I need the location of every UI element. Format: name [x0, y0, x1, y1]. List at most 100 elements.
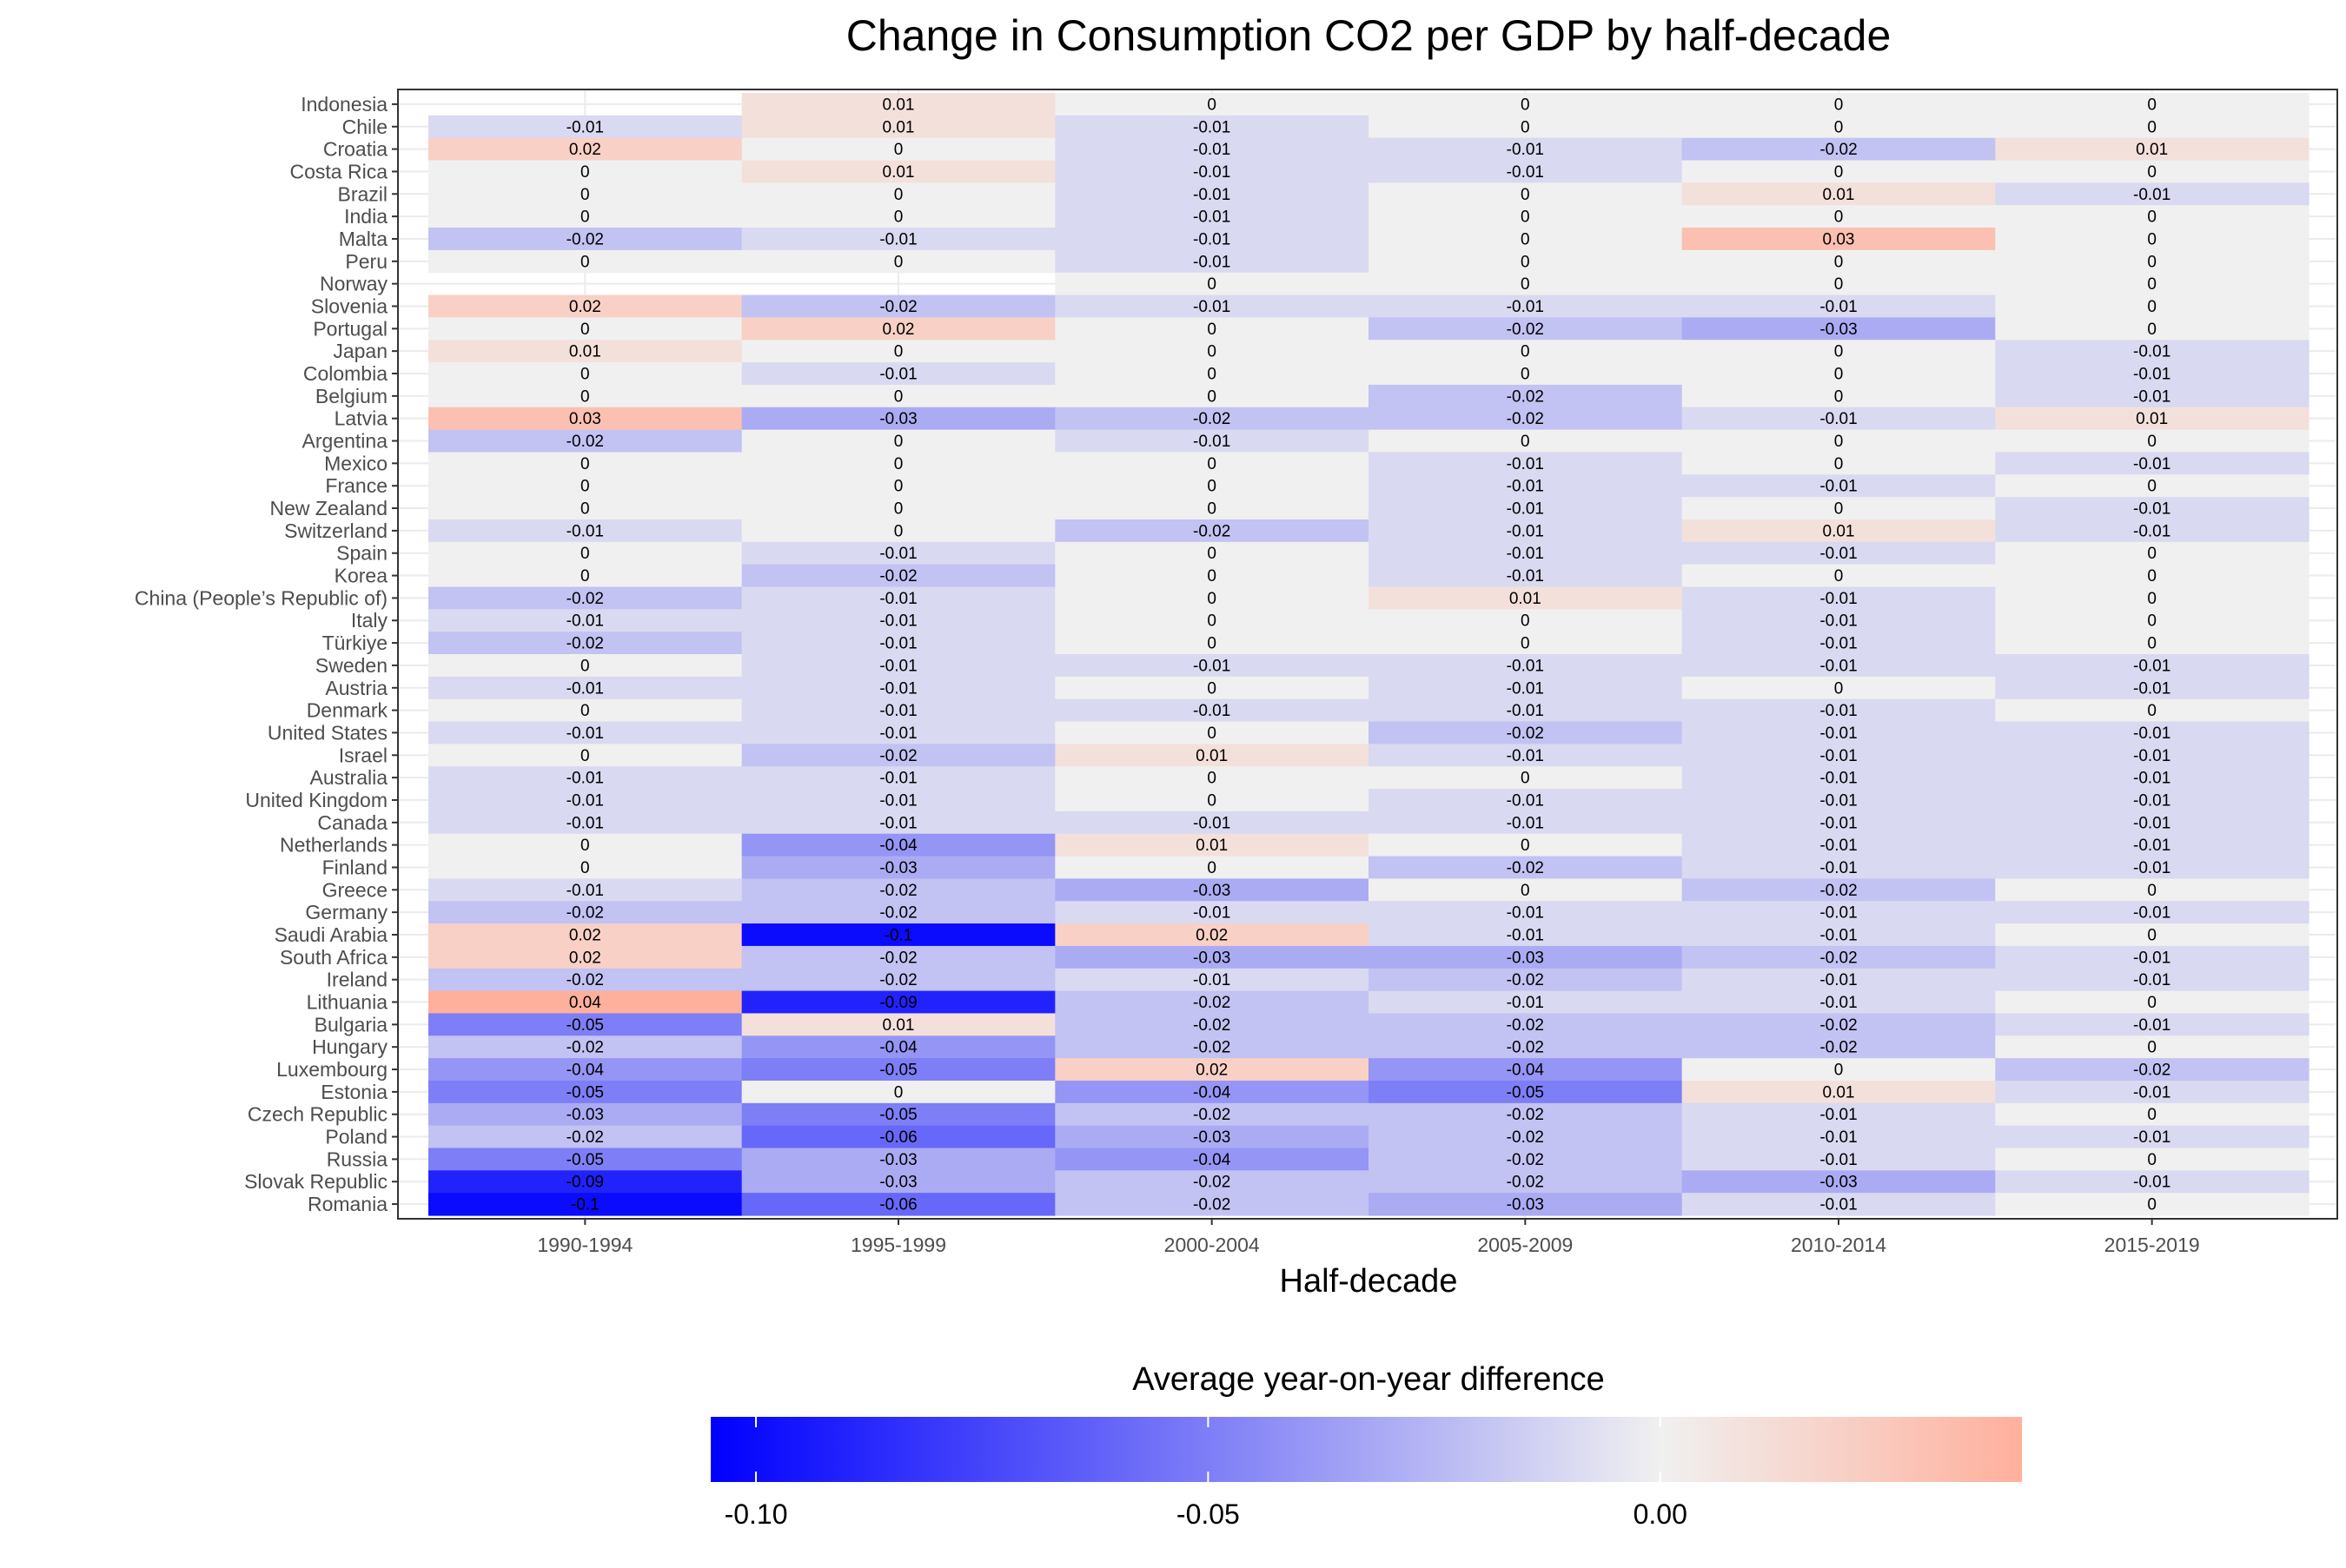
cell-value-label: -0.02	[1193, 1016, 1230, 1035]
cell-value-label: -0.01	[879, 612, 917, 631]
cell-value-label: -0.01	[879, 702, 917, 720]
heatmap-cell	[741, 205, 1056, 228]
heatmap-cell	[1681, 294, 1996, 318]
heatmap-cell	[1995, 878, 2310, 902]
cell-value-label: -0.02	[567, 230, 604, 248]
heatmap-cell	[1055, 1035, 1369, 1059]
heatmap-cell	[1681, 160, 1996, 183]
cell-value-label: 0	[1834, 1062, 1844, 1080]
heatmap-cell	[428, 654, 743, 678]
heatmap-cell	[1368, 1035, 1683, 1059]
heatmap-cell	[1368, 676, 1683, 700]
heatmap-cell	[741, 497, 1056, 520]
heatmap-cell	[428, 160, 743, 183]
heatmap-cell	[1368, 901, 1683, 924]
cell-value-label: 0	[580, 567, 590, 586]
cell-value-label: 0	[580, 837, 590, 855]
cell-value-label: -0.02	[1193, 410, 1230, 428]
heatmap-cell	[1995, 160, 2310, 183]
heatmap-cell	[1055, 1080, 1369, 1104]
heatmap-cell	[1681, 452, 1996, 475]
cell-value-label: -0.01	[1819, 724, 1857, 743]
x-tick-label: 1990-1994	[537, 1234, 633, 1256]
cell-value-label: 0.01	[1823, 522, 1855, 540]
heatmap-cell	[428, 1148, 743, 1171]
cell-value-label: 0	[1521, 118, 1530, 136]
cell-value-label: 0	[2147, 1196, 2157, 1214]
cell-value-label: 0	[1207, 387, 1216, 406]
heatmap-cell	[741, 384, 1056, 408]
cell-value-label: 0	[1834, 500, 1844, 519]
heatmap-cell	[741, 744, 1056, 767]
cell-value-label: -0.01	[1819, 298, 1857, 316]
cell-value-label: -0.01	[1193, 118, 1230, 136]
heatmap-cell	[741, 407, 1056, 431]
x-tick-label: 2000-2004	[1164, 1234, 1260, 1256]
heatmap-cell	[741, 362, 1056, 386]
heatmap-cell	[428, 497, 743, 520]
cell-value-label: 0	[1521, 253, 1530, 271]
heatmap-cell	[428, 856, 743, 879]
heatmap-cell	[1995, 452, 2310, 475]
cell-value-label: -0.02	[1507, 971, 1544, 989]
cell-value-label: 0	[1207, 321, 1216, 339]
y-tick-label: Netherlands	[280, 834, 388, 857]
heatmap-cell	[428, 474, 743, 498]
cell-value-label: 0	[2147, 208, 2157, 227]
cell-value-label: -0.01	[879, 635, 917, 653]
cell-value-label: 0	[2147, 433, 2157, 451]
cell-value-label: -0.01	[1507, 455, 1544, 473]
cell-value-label: -0.01	[2133, 724, 2170, 743]
heatmap-cell	[1055, 294, 1369, 318]
cell-value-label: -0.01	[2133, 747, 2170, 765]
heatmap-cell	[1995, 340, 2310, 363]
heatmap-cell	[1681, 766, 1996, 790]
heatmap-cell	[741, 228, 1056, 251]
heatmap-cell	[1995, 810, 2310, 835]
heatmap-cell	[428, 676, 743, 700]
heatmap-cell	[1681, 317, 1996, 341]
cell-value-label: 0	[2147, 321, 2157, 339]
cell-value-label: -0.02	[567, 433, 604, 451]
heatmap-cell	[428, 990, 743, 1015]
heatmap-cell	[1368, 586, 1683, 610]
cell-value-label: -0.01	[879, 545, 917, 563]
heatmap-cell	[741, 923, 1056, 947]
heatmap-cell	[1055, 632, 1369, 655]
heatmap-cell	[1995, 789, 2310, 812]
cell-value-label: -0.03	[567, 1106, 604, 1124]
cell-value-label: -0.01	[1819, 904, 1857, 923]
cell-value-label: 0	[894, 455, 904, 473]
heatmap-cell	[1368, 429, 1683, 453]
cell-value-label: 0	[1834, 208, 1844, 227]
heatmap-cell	[1055, 317, 1369, 341]
cell-value-label: 0	[580, 747, 590, 765]
cell-value-label: -0.01	[1819, 859, 1857, 877]
cell-value-label: -0.01	[2133, 387, 2170, 406]
cell-value-label: -0.01	[567, 679, 604, 698]
y-tick-label: Brazil	[337, 182, 388, 205]
heatmap-cell	[428, 789, 743, 812]
heatmap-cell	[1995, 744, 2310, 767]
cell-value-label: -0.01	[879, 230, 917, 248]
heatmap-cell	[1681, 1102, 1996, 1127]
heatmap-cell	[428, 1125, 743, 1149]
heatmap-cell	[1368, 1148, 1683, 1171]
heatmap-cell	[741, 1013, 1056, 1036]
heatmap-cell	[1681, 228, 1996, 251]
y-tick-label: Germany	[305, 901, 388, 923]
heatmap-cell	[1681, 609, 1996, 632]
cell-value-label: -0.02	[1819, 1016, 1857, 1035]
heatmap-cell	[1995, 137, 2310, 162]
cell-value-label: 0.01	[1823, 186, 1855, 204]
cell-value-label: 0	[894, 387, 904, 406]
cell-value-label: -0.01	[1819, 1196, 1857, 1214]
cell-value-label: -0.02	[1193, 522, 1230, 540]
cell-value-label: -0.02	[879, 949, 917, 967]
cell-value-label: -0.01	[1193, 230, 1230, 248]
cell-value-label: -0.01	[1193, 904, 1230, 923]
heatmap-cell	[741, 586, 1056, 610]
y-tick-label: Luxembourg	[276, 1058, 388, 1081]
cell-value-label: -0.02	[1507, 1106, 1544, 1124]
